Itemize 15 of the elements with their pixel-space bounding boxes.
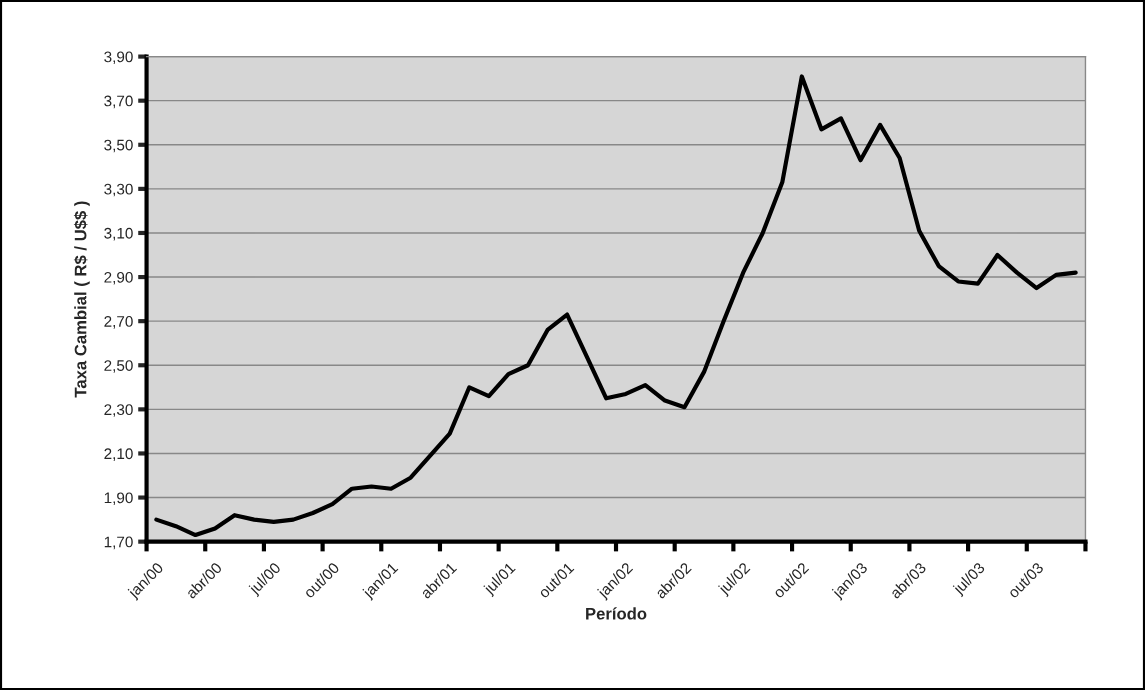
x-axis-title: Período xyxy=(586,607,647,620)
y-tick-label: 3,70 xyxy=(104,95,133,109)
y-tick-label: 2,90 xyxy=(104,271,133,285)
y-tick-label: 2,70 xyxy=(104,316,133,329)
y-tick-label: 3,90 xyxy=(104,51,133,65)
y-tick-label: 1,70 xyxy=(104,536,133,550)
y-tick-label: 2,50 xyxy=(104,360,133,373)
y-tick-label: 3,30 xyxy=(104,183,133,197)
y-tick-label: 3,50 xyxy=(104,139,133,153)
y-tick-label: 1,90 xyxy=(104,492,133,506)
line-series xyxy=(154,74,1078,538)
y-tick-label: 2,10 xyxy=(104,448,133,461)
y-tick-label: 3,10 xyxy=(104,227,133,241)
y-tick-label: 2,30 xyxy=(104,404,133,417)
y-axis-title: Taxa Cambial ( R$ / U$$ ) xyxy=(73,201,90,398)
